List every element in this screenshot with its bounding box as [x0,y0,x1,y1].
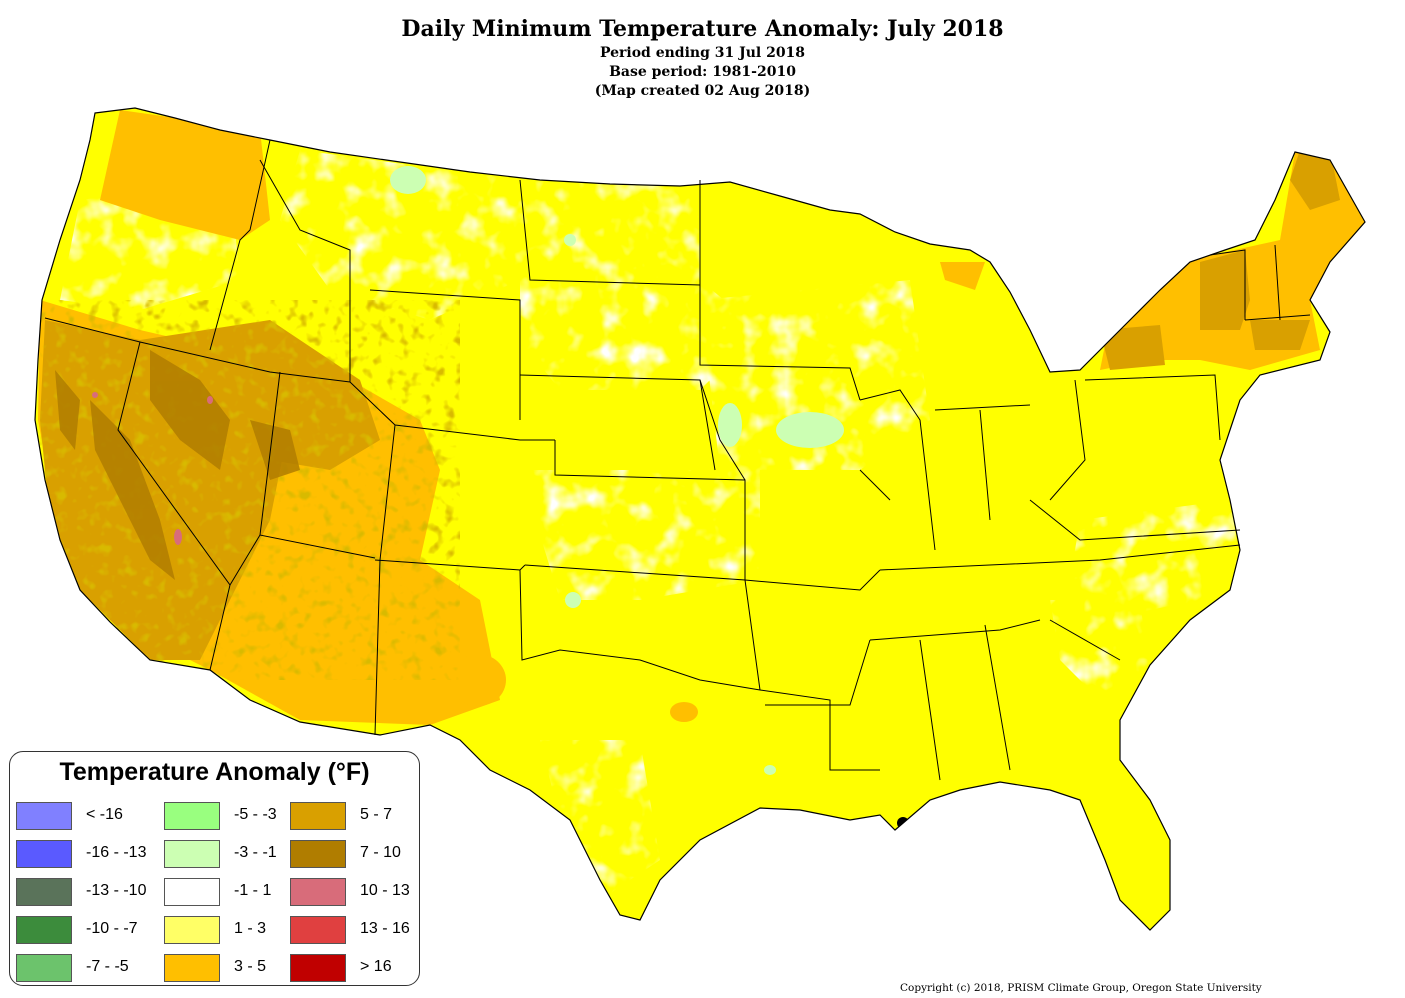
legend-swatch [290,878,346,906]
legend-swatch [164,954,220,982]
legend-item: 1 - 3 [164,916,289,944]
legend-label: < -16 [86,806,123,823]
legend-label: 10 - 13 [360,882,410,899]
legend-label: > 16 [360,958,392,975]
legend-swatch [164,802,220,830]
legend-item: 13 - 16 [290,916,415,944]
legend-item: 5 - 7 [290,802,415,830]
legend-swatch [16,954,72,982]
legend-label: 1 - 3 [234,920,267,937]
state-boundaries [44,139,1311,781]
legend-label: -13 - -10 [86,882,147,899]
legend-label: -5 - -3 [234,806,277,823]
legend-label: 13 - 16 [360,920,410,937]
legend-swatch [16,916,72,944]
title-block: Daily Minimum Temperature Anomaly: July … [0,14,1405,101]
legend-swatch [16,840,72,868]
legend-item: -10 - -7 [16,916,141,944]
legend-item: 10 - 13 [290,878,415,906]
legend-swatch [290,954,346,982]
legend-swatch [290,916,346,944]
legend-item: -1 - 1 [164,878,289,906]
legend-label: 5 - 7 [360,806,393,823]
legend-label: -3 - -1 [234,844,277,861]
legend-label: -16 - -13 [86,844,147,861]
legend-swatch [290,840,346,868]
legend-item: > 16 [290,954,415,982]
legend-item: -7 - -5 [16,954,141,982]
period-text: Period ending 31 Jul 2018 [599,45,806,61]
map-title: Daily Minimum Temperature Anomaly: July … [401,16,1004,42]
legend-label: 7 - 10 [360,844,401,861]
legend-item: -13 - -10 [16,878,146,906]
legend-item: -5 - -3 [164,802,289,830]
legend-label: -10 - -7 [86,920,138,937]
legend-item: < -16 [16,802,141,830]
legend-label: -1 - 1 [234,882,272,899]
legend-swatch [164,878,220,906]
legend-swatch [164,916,220,944]
legend-label: -7 - -5 [86,958,129,975]
legend-label: 3 - 5 [234,958,267,975]
base-period-text: Base period: 1981-2010 [609,64,796,80]
legend-swatch [16,802,72,830]
copyright-text: Copyright (c) 2018, PRISM Climate Group,… [900,982,1262,994]
legend-item: -16 - -13 [16,840,146,868]
legend-swatch [164,840,220,868]
created-text: (Map created 02 Aug 2018) [594,83,811,99]
legend-swatch [16,878,72,906]
legend-item: -3 - -1 [164,840,289,868]
legend-swatch [290,802,346,830]
legend-title: Temperature Anomaly (°F) [59,758,370,786]
legend: Temperature Anomaly (°F) < -16 -16 - -13 -… [9,751,420,986]
legend-item: 7 - 10 [290,840,415,868]
legend-item: 3 - 5 [164,954,289,982]
